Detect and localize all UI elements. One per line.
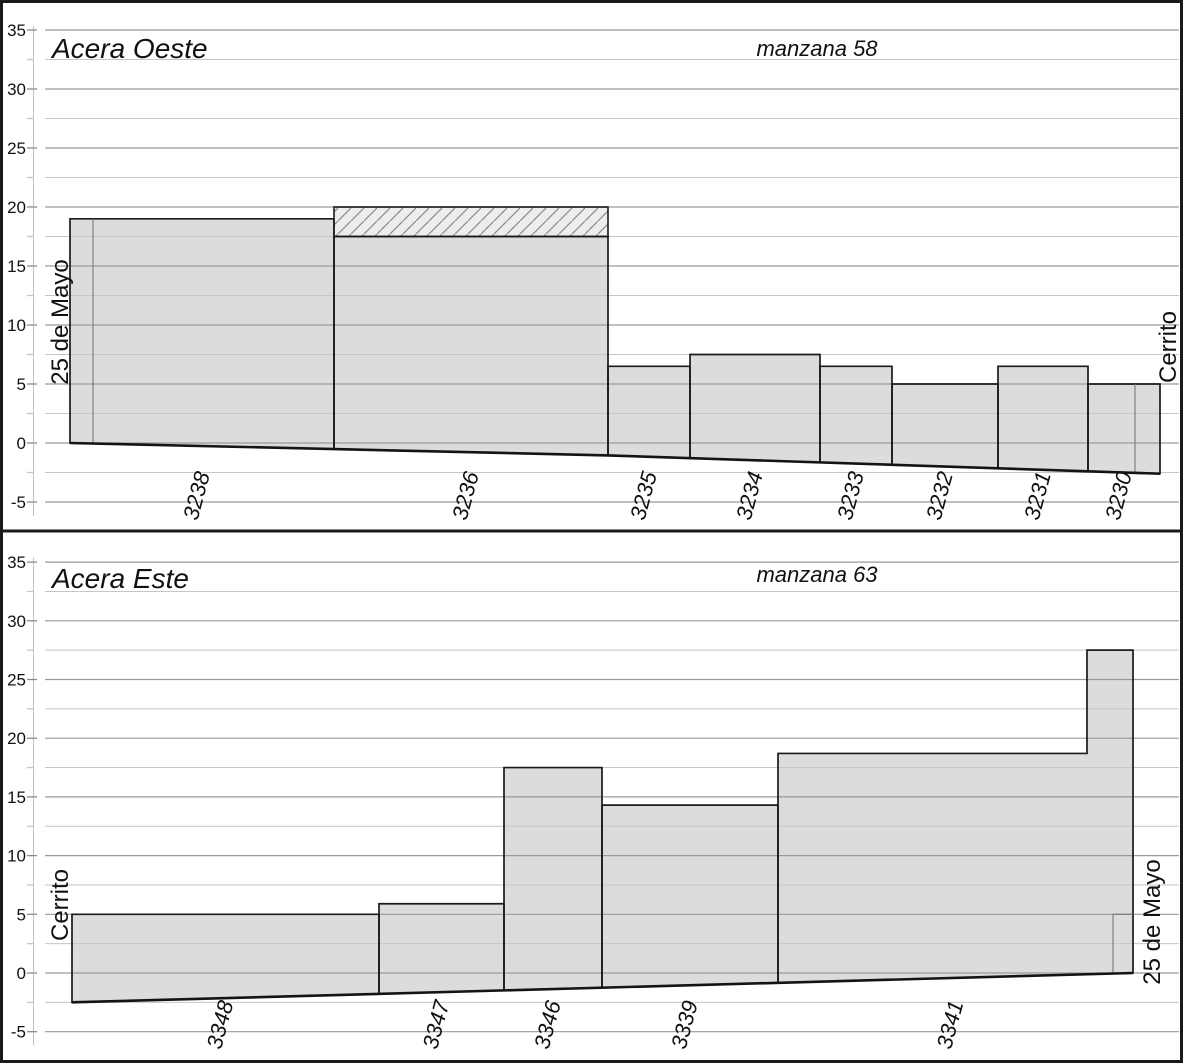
panel-title: Acera Oeste [50,33,208,64]
y-tick-label: 0 [17,434,26,453]
building-3235-fill [608,366,690,459]
building-3236-hatch [334,207,608,237]
block-label: manzana 58 [756,36,878,61]
y-tick-label: 35 [7,21,26,40]
y-tick-label: 15 [7,257,26,276]
building-3236-hatch-outline [333,206,609,238]
panel-title: Acera Este [50,563,189,594]
y-tick-label: 25 [7,139,26,158]
y-tick-label: 10 [7,847,26,866]
block-label: manzana 63 [756,562,878,587]
street-label-left: 25 de Mayo [47,259,74,384]
building-3346-fill [504,767,602,991]
y-tick-label: 15 [7,788,26,807]
building-fills [70,207,1160,474]
y-tick-label: 30 [7,612,26,631]
building-3339-fill [602,805,778,988]
y-tick-label: 5 [17,375,26,394]
ground-line [71,971,1134,1004]
panel-acera-este: 35 30 25 20 15 10 5 0 -5 Acera Este manzana 63 Cerr… [7,553,1179,1052]
building-3231-fill [998,366,1088,472]
panel-acera-oeste: 35 30 25 20 15 10 5 0 -5 Acera Oeste manzana 58 25 … [7,21,1182,523]
gridlines [45,561,1179,1033]
building-3232-fill [892,384,998,469]
y-tick-label: 20 [7,198,26,217]
y-tick-label: -5 [11,493,26,512]
y-tick-label: -5 [11,1023,26,1042]
building-3233-fill [820,366,892,465]
y-tick-label: 25 [7,671,26,690]
building-3238-fill [70,218,334,450]
y-tick-label: 5 [17,905,26,924]
y-axis: 35 30 25 20 15 10 5 0 -5 [7,21,37,516]
building-3341-fill [778,650,1133,983]
street-label-right: 25 de Mayo [1139,859,1166,984]
ground-line [69,441,1161,475]
building-3348-fill [72,914,379,1003]
y-tick-label: 30 [7,80,26,99]
y-tick-label: 10 [7,316,26,335]
building-3230-fill [1088,384,1160,474]
building-3347-fill [379,903,504,994]
street-label-right: Cerrito [1155,311,1182,383]
y-axis: 35 30 25 20 15 10 5 0 -5 [7,553,37,1045]
y-tick-label: 20 [7,729,26,748]
y-tick-label: 35 [7,553,26,572]
y-tick-label: 0 [17,964,26,983]
building-3234-fill [690,354,820,463]
building-3236-fill [334,236,608,456]
building-fills [72,650,1133,1003]
street-label-left: Cerrito [47,869,74,941]
gridlines [45,29,1179,503]
